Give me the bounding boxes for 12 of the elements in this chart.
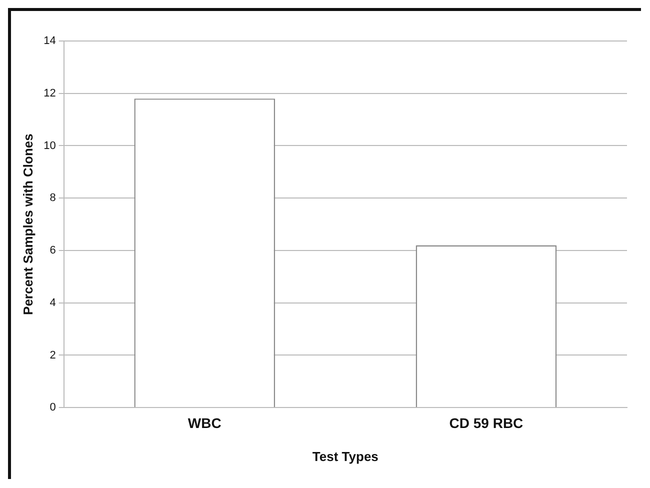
x-tick-label: WBC	[188, 414, 222, 431]
y-tick-label: 2	[50, 349, 56, 362]
y-axis-title: Percent Samples with Clones	[20, 134, 36, 315]
y-tick-label: 14	[44, 35, 56, 48]
y-tick-label: 0	[50, 402, 56, 414]
y-tick-label: 4	[50, 296, 56, 309]
y-tick-label: 12	[44, 87, 56, 100]
y-tick-label: 8	[50, 192, 56, 204]
y-tick-label: 10	[44, 140, 56, 152]
y-tick-label: 6	[50, 244, 56, 257]
x-tick-label: CD 59 RBC	[449, 414, 524, 431]
x-axis-title: Test Types	[312, 448, 378, 464]
